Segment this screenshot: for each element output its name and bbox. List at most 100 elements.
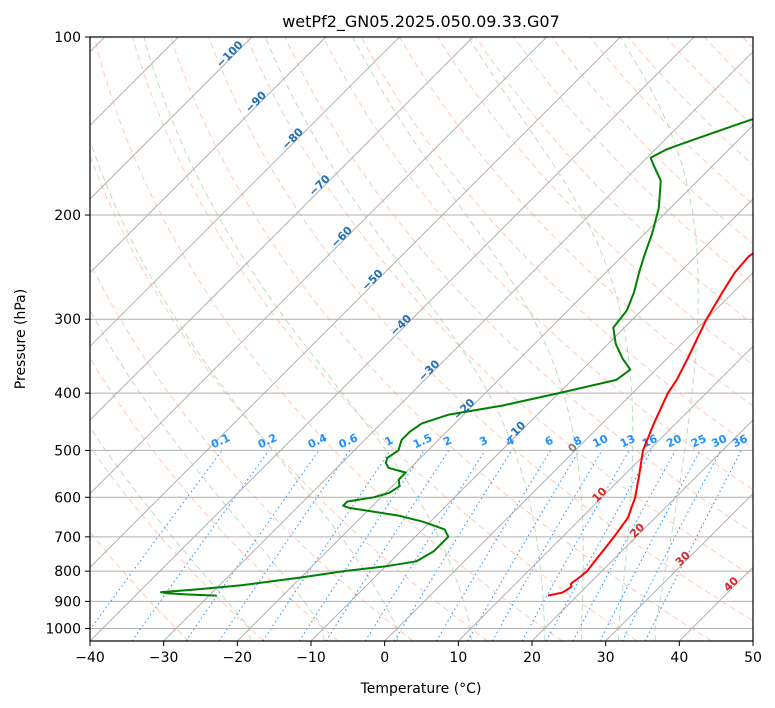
moist-adiabat	[352, 37, 584, 641]
dry-adiabat	[436, 37, 753, 366]
x-tick-label: −30	[149, 650, 179, 666]
isotherm-label: −20	[451, 396, 478, 423]
y-tick-label: 700	[54, 530, 81, 546]
dry-adiabat	[90, 261, 414, 641]
x-tick-label: 50	[744, 650, 762, 666]
x-tick-label: −20	[223, 650, 253, 666]
isotherm-line	[90, 37, 400, 348]
mixing-ratio-line	[521, 450, 630, 641]
y-axis-ticks: 100 200 300 400 500 600 700 800 900 1000	[45, 30, 90, 637]
mixing-ratio-line	[393, 450, 513, 641]
mixing-ratio-label: 25	[689, 432, 708, 450]
dry-adiabat	[131, 37, 638, 641]
mixing-ratio-line	[185, 450, 320, 641]
isotherm-line	[752, 640, 753, 641]
x-tick-label: 20	[523, 650, 541, 666]
y-tick-label: 100	[54, 30, 81, 46]
dry-adiabat	[90, 154, 488, 641]
y-tick-label: 900	[54, 594, 81, 610]
mixing-ratio-label: 1	[383, 434, 395, 449]
y-tick-label: 800	[54, 564, 81, 580]
moist-adiabat	[90, 309, 325, 641]
background-lines	[90, 37, 753, 641]
mixing-ratio-line	[599, 450, 701, 641]
x-tick-label: −10	[296, 650, 326, 666]
x-axis-title: Temperature (°C)	[360, 681, 482, 697]
profile-series	[160, 117, 753, 597]
mixing-ratio-line	[131, 450, 270, 641]
x-tick-label: 0	[380, 650, 389, 666]
isotherm-label: −70	[306, 172, 333, 199]
moist-adiabat	[619, 37, 699, 641]
y-tick-label: 400	[54, 386, 81, 402]
isotherm-line	[90, 37, 474, 421]
dry-adiabat	[742, 37, 753, 49]
moist-adiabat	[467, 37, 634, 641]
mixing-ratio-label: 0.1	[209, 431, 232, 451]
moist-adiabat	[90, 138, 399, 641]
mixing-ratio-label: 20	[664, 432, 684, 450]
mixing-ratio-label: 36	[730, 432, 750, 450]
dry-adiabat	[208, 37, 753, 622]
x-tick-label: 40	[670, 650, 688, 666]
moist-adiabat	[90, 426, 251, 641]
isotherm-label: −50	[359, 266, 386, 293]
mixing-ratio-line	[435, 450, 552, 641]
x-tick-label: −40	[75, 650, 105, 666]
y-tick-label: 1000	[45, 621, 81, 637]
isotherm-label: 20	[627, 520, 647, 540]
y-tick-label: 300	[54, 312, 81, 328]
mixing-ratio-line	[364, 450, 486, 641]
moist-adiabat	[264, 37, 546, 641]
mixing-ratio-line	[572, 450, 676, 641]
mixing-ratio-label: 2	[441, 434, 453, 449]
moist-adiabat	[143, 37, 472, 641]
y-tick-label: 600	[54, 490, 81, 506]
isotherm-line	[605, 492, 753, 641]
mixing-ratio-label: 0.4	[306, 431, 329, 451]
temperature-profile	[547, 252, 753, 597]
isotherm-label: 10	[590, 485, 610, 505]
mixing-ratio-line	[298, 450, 425, 641]
isotherm-line	[90, 37, 548, 495]
x-tick-label: 10	[449, 650, 467, 666]
mixing-ratio-line	[262, 450, 391, 641]
mixing-ratio-line	[218, 450, 351, 641]
isotherm-line	[90, 37, 253, 200]
isotherm-label: 30	[673, 549, 693, 569]
dry-adiabat	[513, 37, 753, 285]
isotherm-label: −40	[388, 312, 415, 339]
isotherm-line	[384, 271, 753, 641]
isotherm-line	[236, 124, 753, 641]
dry-adiabat	[170, 37, 712, 641]
isotherm-line	[163, 50, 753, 641]
dry-adiabat	[475, 37, 753, 325]
dry-adiabat	[90, 445, 264, 641]
dry-adiabat	[703, 37, 753, 88]
isotherm-line	[531, 419, 753, 641]
isotherm-label: 40	[721, 574, 741, 594]
mixing-ratio-label: 13	[618, 432, 637, 450]
isotherm-line	[90, 37, 695, 641]
y-axis-title: Pressure (hPa)	[13, 289, 29, 389]
chart-title: wetPf2_GN05.2025.050.09.33.G07	[282, 12, 560, 32]
dewpoint-profile	[160, 117, 753, 597]
isotherm-label: −80	[279, 125, 306, 152]
dry-adiabat	[93, 37, 563, 641]
isotherm-label: −90	[243, 88, 270, 115]
isotherm-labels: −100−90−80−70−60−50−40−30−20−10010203040…	[209, 38, 750, 594]
x-tick-label: 30	[597, 650, 615, 666]
isotherm-line	[90, 37, 621, 569]
dry-adiabat	[284, 37, 753, 534]
plot-frame	[89, 36, 754, 642]
mixing-ratio-label: 3	[477, 434, 489, 449]
mixing-ratio-label: 10	[591, 432, 611, 450]
dry-adiabat	[246, 37, 753, 577]
y-tick-label: 500	[54, 443, 81, 459]
mixing-ratio-label: 30	[710, 432, 730, 450]
mixing-ratio-line	[545, 450, 652, 641]
isotherm-line	[90, 37, 327, 274]
y-tick-label: 200	[54, 208, 81, 224]
mixing-ratio-line	[467, 450, 580, 641]
